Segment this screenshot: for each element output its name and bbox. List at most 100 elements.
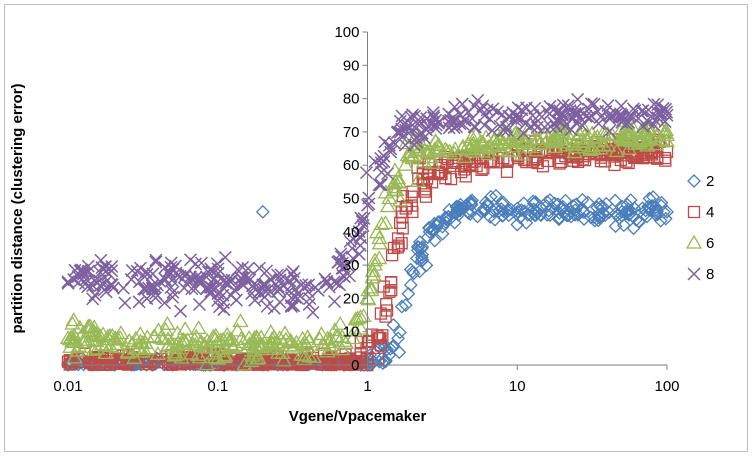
data-point — [229, 322, 246, 337]
data-point — [86, 292, 100, 306]
legend-label: 8 — [706, 266, 714, 283]
data-point — [646, 190, 661, 204]
data-point — [149, 346, 167, 360]
data-point — [406, 138, 424, 153]
data-point — [455, 165, 468, 179]
data-point — [380, 304, 394, 317]
data-point — [393, 125, 407, 139]
legend: 2 4 6 8 — [685, 173, 714, 283]
data-point — [456, 117, 470, 131]
data-point — [615, 109, 629, 124]
data-point — [313, 326, 330, 341]
data-point — [177, 321, 194, 336]
data-point — [480, 146, 497, 161]
data-point — [287, 299, 301, 313]
data-point — [244, 347, 261, 362]
legend-item-2: 2 — [687, 173, 714, 190]
data-point — [336, 332, 353, 347]
data-point — [618, 125, 636, 140]
data-point — [571, 125, 588, 140]
data-point — [296, 351, 313, 365]
data-point — [648, 200, 663, 215]
data-point — [568, 203, 583, 218]
legend-marker — [687, 267, 701, 281]
data-point — [608, 193, 623, 208]
data-point — [262, 338, 279, 353]
data-point — [204, 280, 219, 294]
data-point — [536, 160, 550, 173]
data-point — [285, 267, 299, 281]
legend-marker — [687, 205, 701, 219]
data-point — [419, 123, 433, 137]
x-tick-label: 1 — [363, 378, 371, 395]
axes-layer — [67, 31, 668, 370]
data-point — [137, 334, 154, 349]
data-point — [538, 120, 552, 134]
data-point — [245, 333, 262, 348]
data-point — [368, 224, 386, 239]
data-point — [623, 193, 638, 208]
legend-label: 4 — [706, 204, 714, 221]
data-point — [372, 178, 386, 192]
y-tick-label: 10 — [343, 324, 360, 341]
y-tick-label: 90 — [343, 57, 360, 74]
data-point — [386, 181, 403, 196]
data-point — [67, 273, 81, 287]
legend-item-8: 8 — [687, 266, 714, 283]
data-point — [390, 126, 404, 140]
data-point — [173, 304, 188, 318]
data-point — [302, 297, 316, 311]
data-point — [349, 310, 366, 325]
data-point — [71, 319, 89, 334]
data-point — [419, 183, 433, 196]
data-point — [218, 250, 232, 264]
data-point — [645, 198, 659, 213]
data-point — [464, 203, 478, 218]
data-point — [327, 294, 342, 309]
data-point — [236, 260, 250, 274]
data-point — [125, 263, 139, 278]
data-point — [442, 121, 456, 135]
data-point — [118, 296, 132, 310]
data-point — [262, 324, 279, 339]
data-point — [618, 118, 635, 133]
data-point — [259, 264, 274, 278]
data-point — [401, 119, 415, 133]
data-point — [526, 194, 541, 209]
data-point — [490, 136, 507, 151]
data-point — [409, 173, 426, 188]
data-point — [94, 326, 112, 341]
data-point — [188, 328, 205, 343]
data-point — [194, 256, 208, 270]
data-point — [519, 101, 534, 115]
data-point — [374, 307, 388, 320]
data-point — [158, 273, 173, 287]
data-point — [485, 124, 499, 138]
data-point — [188, 282, 202, 296]
data-point — [392, 325, 407, 340]
data-point — [255, 204, 270, 219]
data-point — [158, 261, 172, 275]
data-point — [387, 173, 404, 188]
y-tick-label: 40 — [343, 224, 360, 241]
data-point — [602, 124, 616, 138]
data-point — [366, 252, 384, 267]
data-point — [123, 354, 137, 367]
y-tick-label: 60 — [343, 157, 360, 174]
data-point — [362, 191, 376, 205]
data-point — [108, 339, 126, 354]
data-point — [286, 265, 300, 279]
data-point — [202, 339, 219, 354]
scatter-chart: 0.01 0.1 1 10 100 0 10 20 30 40 50 60 70 80 90 100 Vgen… — [9, 24, 714, 425]
data-point — [185, 282, 199, 296]
data-point — [427, 133, 444, 148]
data-point — [509, 114, 523, 128]
data-point — [216, 339, 233, 354]
data-point — [449, 199, 464, 214]
data-point — [455, 97, 469, 111]
data-point — [626, 102, 640, 116]
data-point — [483, 189, 498, 204]
data-point — [341, 258, 355, 273]
data-point — [623, 203, 638, 218]
data-point — [528, 195, 543, 210]
